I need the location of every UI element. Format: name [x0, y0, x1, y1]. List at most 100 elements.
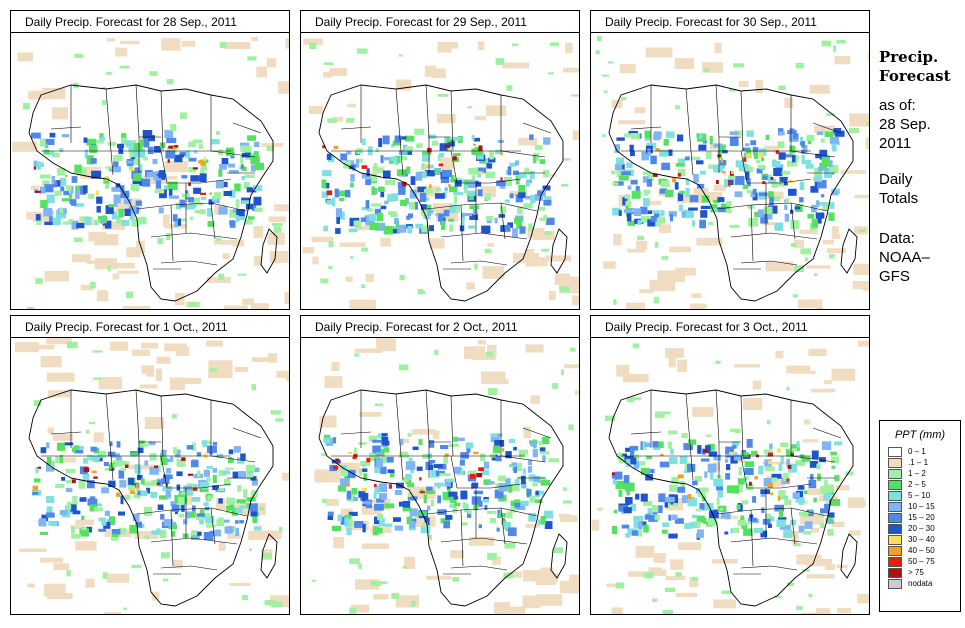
- rain-cell: [181, 504, 185, 512]
- rain-cell: [83, 457, 88, 464]
- rain-cell: [131, 157, 136, 161]
- light-rain-cell: [400, 438, 409, 444]
- light-rain-cell: [691, 293, 702, 299]
- rain-cell: [86, 138, 96, 146]
- rain-cell: [858, 229, 866, 232]
- rain-cell: [833, 45, 837, 53]
- heavy-rain-cell: [672, 178, 677, 183]
- rain-cell: [483, 479, 491, 485]
- rain-cell: [450, 178, 457, 183]
- precip-map: [10, 32, 290, 310]
- light-rain-cell: [836, 485, 850, 491]
- rain-cell: [74, 53, 84, 59]
- rain-cell: [675, 105, 680, 110]
- madagascar-outline: [840, 228, 858, 274]
- rain-cell: [669, 457, 678, 464]
- rain-cell: [443, 521, 451, 529]
- light-rain-cell: [669, 246, 691, 253]
- rain-cell: [386, 456, 394, 463]
- rain-cell: [178, 154, 185, 158]
- rain-cell: [39, 186, 46, 194]
- light-rain-cell: [17, 52, 33, 62]
- light-rain-cell: [801, 612, 816, 614]
- rain-cell: [320, 278, 329, 284]
- rain-cell: [461, 217, 465, 226]
- rain-cell: [799, 454, 805, 459]
- light-rain-cell: [801, 500, 808, 505]
- light-rain-cell: [70, 525, 85, 530]
- light-rain-cell: [618, 120, 646, 125]
- heavy-rain-cell: [655, 148, 660, 152]
- rain-cell: [435, 193, 445, 199]
- rain-cell: [149, 453, 157, 461]
- rain-cell: [629, 144, 634, 151]
- rain-cell: [430, 470, 440, 478]
- light-rain-cell: [554, 273, 570, 285]
- rain-cell: [272, 222, 283, 226]
- rain-cell: [329, 464, 337, 472]
- rain-cell: [119, 480, 127, 488]
- legend-label: 15 – 20: [908, 513, 935, 522]
- heavy-rain-cell: [478, 171, 484, 174]
- country-border: [450, 565, 508, 571]
- madagascar-outline: [260, 533, 278, 579]
- rain-cell: [107, 265, 111, 272]
- rain-cell: [471, 496, 482, 505]
- rain-cell: [705, 151, 712, 160]
- rain-cell: [321, 170, 332, 177]
- rain-cell: [103, 522, 111, 529]
- rain-cell: [78, 446, 84, 450]
- light-rain-cell: [120, 40, 140, 45]
- heavy-rain-cell: [333, 466, 339, 470]
- rain-cell: [483, 461, 490, 469]
- light-rain-cell: [831, 521, 845, 528]
- rain-cell: [148, 135, 155, 142]
- rain-cell: [222, 470, 230, 475]
- light-rain-cell: [791, 530, 799, 544]
- rain-cell: [817, 167, 823, 172]
- light-rain-cell: [797, 299, 823, 309]
- rain-cell: [675, 572, 682, 577]
- rain-cell: [661, 256, 668, 260]
- light-rain-cell: [485, 379, 509, 385]
- rain-cell: [772, 196, 781, 202]
- rain-cell: [616, 157, 625, 165]
- rain-cell: [155, 175, 162, 181]
- rain-cell: [630, 450, 635, 457]
- legend-swatch: [888, 578, 902, 589]
- light-rain-cell: [254, 256, 263, 266]
- heading-line: Precip.: [879, 48, 939, 66]
- country-border: [450, 150, 522, 184]
- rain-cell: [678, 158, 686, 163]
- light-rain-cell: [652, 569, 667, 577]
- light-rain-cell: [755, 80, 763, 93]
- rain-cell: [804, 257, 808, 262]
- rain-cell: [111, 187, 121, 192]
- rain-cell: [664, 587, 676, 592]
- rain-cell: [733, 63, 745, 68]
- rain-cell: [166, 137, 177, 144]
- rain-cell: [417, 289, 424, 295]
- rain-cell: [560, 369, 564, 376]
- light-rain-cell: [19, 548, 47, 552]
- rain-cell: [534, 144, 543, 151]
- rain-cell: [160, 514, 165, 520]
- rain-cell: [218, 470, 227, 476]
- rain-cell: [130, 184, 140, 192]
- light-rain-cell: [591, 519, 600, 531]
- heavy-rain-cell: [347, 451, 353, 454]
- light-rain-cell: [616, 364, 630, 377]
- rain-cell: [46, 442, 50, 449]
- rain-cell: [494, 440, 505, 447]
- rain-cell: [670, 448, 674, 455]
- rain-cell: [172, 414, 177, 419]
- legend-swatch: [888, 534, 902, 545]
- country-border: [331, 455, 546, 463]
- rain-cell: [654, 241, 659, 248]
- rain-cell: [236, 209, 245, 217]
- country-border: [740, 260, 798, 266]
- rain-cell: [207, 221, 215, 227]
- rain-cell: [188, 167, 197, 173]
- rain-cell: [484, 499, 489, 503]
- rain-cell: [542, 185, 551, 191]
